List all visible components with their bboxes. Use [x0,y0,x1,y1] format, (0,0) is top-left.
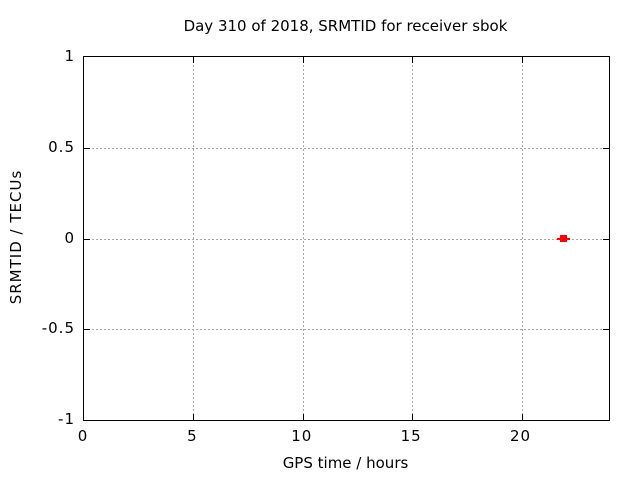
gridline-horizontal [84,238,609,240]
y-tick-label: -1 [58,410,75,428]
x-tick-top [193,57,195,63]
y-tick-right [603,329,609,331]
y-tick-left [84,329,90,331]
data-point-marker [559,235,567,242]
y-tick-right [603,147,609,149]
x-tick-bottom [412,414,414,420]
y-tick-label: 0 [64,228,75,247]
plot-area [83,56,610,421]
y-tick-left [84,238,90,240]
x-tick-bottom [521,414,523,420]
y-tick-left [84,147,90,149]
gridline-horizontal [84,147,609,149]
x-tick-top [412,57,414,63]
x-tick-label: 5 [187,427,198,445]
x-tick-top [302,57,304,63]
x-tick-label: 20 [509,427,532,445]
y-tick-label: 1 [64,47,75,65]
y-tick-right [603,238,609,240]
x-tick-bottom [193,414,195,420]
x-tick-label: 0 [77,427,89,445]
y-tick-label: 0.5 [48,137,75,156]
x-tick-label: 10 [291,427,313,445]
x-tick-label: 15 [400,427,422,445]
x-tick-bottom [302,414,304,420]
x-axis-label: GPS time / hours [282,454,409,472]
chart-title: Day 310 of 2018, SRMTID for receiver sbo… [183,17,508,35]
y-tick-label: -0.5 [41,319,75,338]
x-tick-top [521,57,523,63]
gridline-horizontal [84,329,609,331]
